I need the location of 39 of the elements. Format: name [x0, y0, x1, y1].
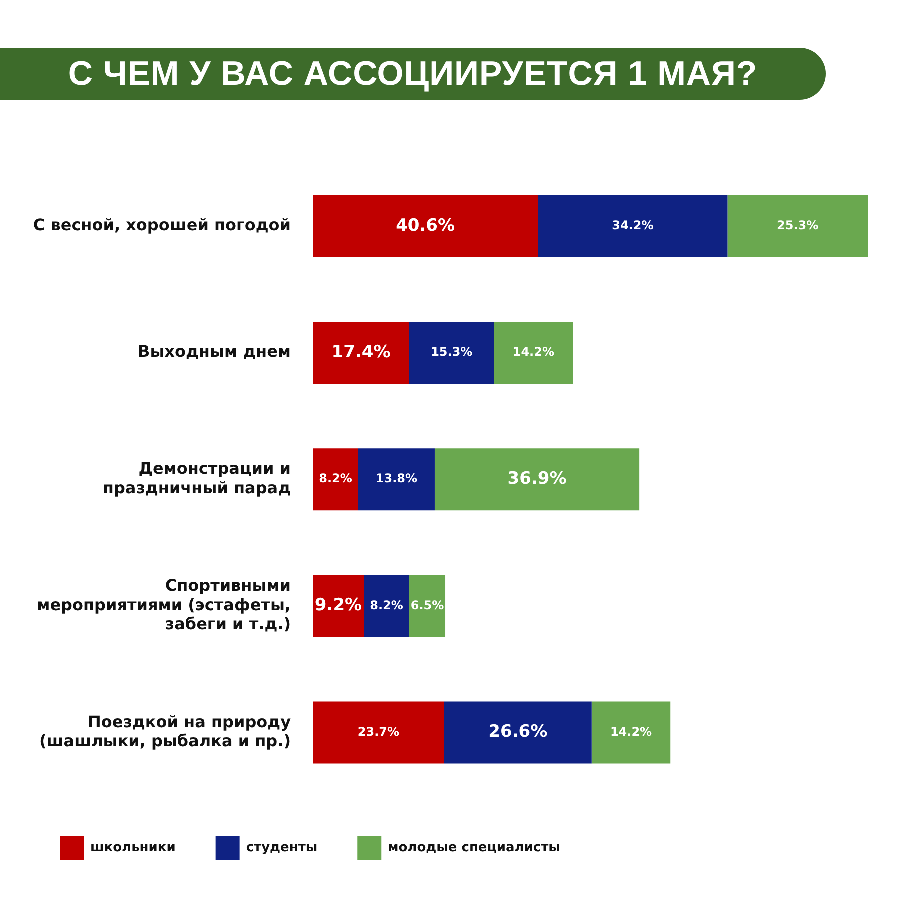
legend-label: школьники	[90, 840, 176, 856]
bar	[592, 702, 671, 764]
data-label: 15.3%	[431, 345, 473, 360]
data-label: 26.6%	[488, 722, 548, 742]
bar	[313, 448, 358, 511]
y-tick-label: С весной, хорошей погодой	[33, 216, 291, 235]
y-tick-label: Демонстрации и праздничный парад	[102, 459, 292, 498]
data-label: 23.7%	[358, 724, 400, 739]
bar	[313, 322, 410, 384]
y-tick-label: Поездкой на природу (шашлыки, рыбалка и пр.)	[39, 712, 292, 750]
bar	[364, 575, 410, 638]
bar	[728, 195, 868, 258]
bar	[313, 575, 364, 638]
data-label: 13.8%	[376, 472, 418, 486]
data-label: 9.2%	[314, 596, 362, 616]
bar	[313, 702, 444, 764]
bar	[409, 575, 446, 638]
legend-label: студенты	[246, 840, 318, 856]
data-label: 8.2%	[370, 598, 404, 612]
legend-label: молодые специалисты	[388, 840, 560, 856]
data-label: 34.2%	[612, 218, 654, 233]
y-tick-label: Спортивными мероприятиями (эстафеты, забеги и т.д.)	[37, 576, 291, 634]
data-label: 40.6%	[396, 216, 456, 236]
data-label: 14.2%	[512, 345, 554, 360]
bar	[494, 322, 574, 384]
data-label: 6.5%	[410, 598, 444, 612]
y-tick-label: Выходным днем	[138, 342, 291, 362]
chart-title: С ЧЕМ У ВАС АССОЦИИРУЕТСЯ 1 МАЯ?	[0, 48, 826, 100]
data-label: 36.9%	[508, 469, 567, 490]
data-label: 8.2%	[319, 472, 352, 486]
data-label: 17.4%	[332, 342, 391, 362]
bar	[358, 448, 435, 511]
bar	[434, 448, 640, 511]
data-label: 25.3%	[777, 218, 819, 233]
bar	[313, 195, 538, 258]
bar	[409, 322, 494, 384]
bar	[444, 702, 592, 764]
bar	[538, 195, 728, 258]
data-label: 14.2%	[610, 724, 652, 739]
